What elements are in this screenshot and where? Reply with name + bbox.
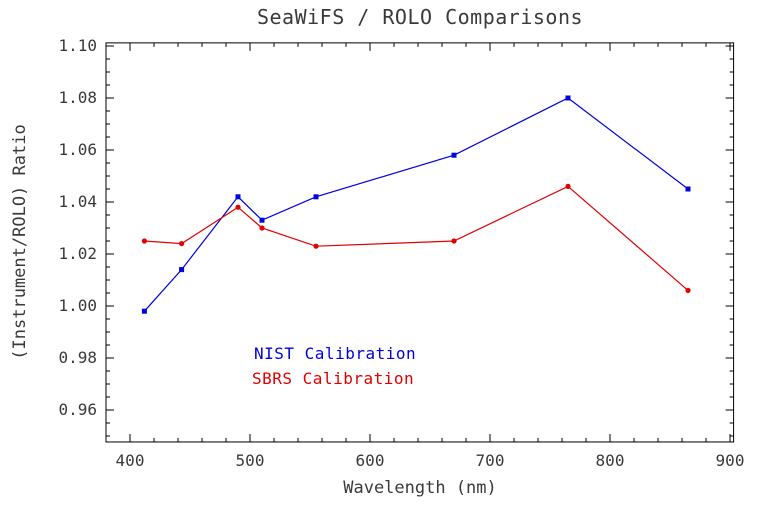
data-point-marker [565, 95, 571, 101]
series-line [144, 185, 689, 291]
data-point-marker [259, 217, 265, 223]
x-axis-label: Wavelength (nm) [343, 478, 497, 498]
svg-text:1.00: 1.00 [58, 296, 97, 315]
data-point-marker [141, 308, 147, 314]
data-point-marker [451, 238, 457, 244]
svg-text:1.08: 1.08 [58, 88, 97, 107]
svg-text:1.06: 1.06 [58, 140, 97, 159]
axes-box [105, 42, 735, 443]
data-point-marker [685, 186, 691, 192]
svg-text:800: 800 [596, 451, 625, 470]
legend-entry-sbrs: SBRS Calibration [252, 369, 415, 388]
svg-text:0.96: 0.96 [58, 400, 97, 419]
chart-title: SeaWiFS / ROLO Comparisons [256, 5, 584, 29]
data-point-marker [235, 204, 241, 210]
legend-entry-nist: NIST Calibration [254, 344, 417, 363]
y-axis-label: (Instrument/ROLO) Ratio [10, 124, 30, 360]
svg-text:700: 700 [476, 451, 505, 470]
data-point-marker [179, 241, 185, 247]
series-sbrs [141, 183, 691, 293]
data-point-marker [313, 243, 319, 249]
data-point-marker [259, 225, 265, 231]
y-axis-ticks: 0.96 0.98 1.00 1.02 1.04 1.06 1.08 1.10 [58, 36, 734, 437]
svg-text:1.04: 1.04 [58, 192, 97, 211]
data-point-marker [141, 238, 147, 244]
svg-text:1.02: 1.02 [58, 244, 97, 263]
svg-text:400: 400 [116, 451, 145, 470]
x-axis-ticks: 400 500 600 700 800 900 [105, 42, 745, 470]
series-line [143, 97, 689, 312]
data-point-marker [313, 194, 319, 200]
svg-text:500: 500 [236, 451, 265, 470]
data-point-marker [565, 183, 571, 189]
svg-text:0.98: 0.98 [58, 348, 97, 367]
series-nist [141, 95, 691, 314]
data-point-marker [451, 152, 457, 158]
svg-text:1.10: 1.10 [58, 36, 97, 55]
svg-text:600: 600 [356, 451, 385, 470]
svg-text:900: 900 [716, 451, 745, 470]
data-point-marker [179, 267, 185, 273]
data-point-marker [235, 194, 241, 200]
data-point-marker [685, 287, 691, 293]
